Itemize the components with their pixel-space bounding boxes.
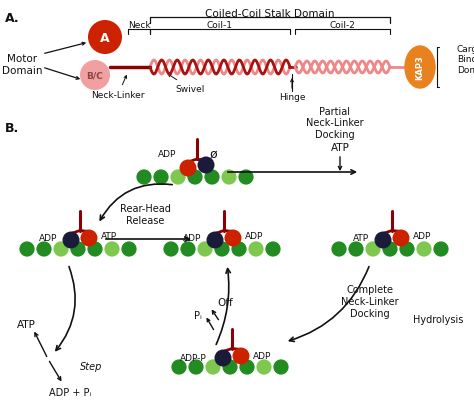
- Text: ADP-P: ADP-P: [180, 354, 207, 363]
- Text: ADP + Pᵢ: ADP + Pᵢ: [49, 387, 91, 397]
- Circle shape: [197, 241, 213, 257]
- Circle shape: [19, 241, 35, 257]
- Text: Off: Off: [217, 297, 233, 307]
- Circle shape: [239, 359, 255, 375]
- Text: Cargo
Binding
Domain: Cargo Binding Domain: [457, 45, 474, 75]
- Circle shape: [87, 241, 103, 257]
- Text: ADP: ADP: [413, 232, 431, 241]
- Circle shape: [222, 359, 238, 375]
- Circle shape: [374, 232, 392, 249]
- Circle shape: [170, 170, 186, 186]
- Circle shape: [180, 160, 197, 177]
- Text: Coil-2: Coil-2: [329, 21, 355, 30]
- Circle shape: [331, 241, 347, 257]
- Text: ADP: ADP: [38, 234, 57, 243]
- Text: Hydrolysis: Hydrolysis: [413, 314, 463, 324]
- Text: Swivel: Swivel: [168, 75, 205, 94]
- Text: ATP: ATP: [330, 143, 349, 153]
- Circle shape: [248, 241, 264, 257]
- Text: ATP: ATP: [101, 232, 117, 241]
- Text: ø: ø: [210, 147, 218, 160]
- Text: ATP: ATP: [353, 234, 369, 243]
- Circle shape: [225, 230, 241, 247]
- Circle shape: [365, 241, 381, 257]
- Text: B/C: B/C: [87, 71, 103, 80]
- Circle shape: [88, 21, 122, 55]
- Circle shape: [348, 241, 364, 257]
- Circle shape: [80, 61, 110, 91]
- Circle shape: [53, 241, 69, 257]
- Text: A.: A.: [5, 12, 19, 25]
- Circle shape: [104, 241, 120, 257]
- Circle shape: [399, 241, 415, 257]
- Circle shape: [231, 241, 247, 257]
- Circle shape: [180, 241, 196, 257]
- Text: ADP: ADP: [245, 232, 264, 241]
- Circle shape: [171, 359, 187, 375]
- Text: ADP: ADP: [253, 352, 272, 361]
- Text: Rear-Head
Release: Rear-Head Release: [119, 204, 171, 225]
- Circle shape: [204, 170, 220, 186]
- Circle shape: [198, 157, 215, 174]
- Text: KAP3: KAP3: [416, 56, 425, 80]
- Circle shape: [70, 241, 86, 257]
- Text: Pᵢ: Pᵢ: [194, 310, 202, 320]
- Text: Motor
Domain: Motor Domain: [2, 54, 42, 76]
- Circle shape: [136, 170, 152, 186]
- Circle shape: [188, 359, 204, 375]
- Circle shape: [163, 241, 179, 257]
- Circle shape: [36, 241, 52, 257]
- Circle shape: [265, 241, 281, 257]
- Text: A: A: [100, 31, 110, 45]
- Circle shape: [215, 350, 231, 366]
- Text: ADP: ADP: [158, 150, 176, 159]
- Text: Coiled-Coil Stalk Domain: Coiled-Coil Stalk Domain: [205, 9, 335, 19]
- Circle shape: [238, 170, 254, 186]
- Ellipse shape: [405, 47, 435, 89]
- Circle shape: [221, 170, 237, 186]
- Text: ADP: ADP: [182, 234, 201, 243]
- Circle shape: [433, 241, 449, 257]
- Text: Neck: Neck: [128, 21, 150, 30]
- Circle shape: [205, 359, 221, 375]
- Text: Complete
Neck-Linker
Docking: Complete Neck-Linker Docking: [341, 285, 399, 318]
- Text: Hinge: Hinge: [279, 92, 305, 101]
- Circle shape: [214, 241, 230, 257]
- Circle shape: [392, 230, 410, 247]
- Circle shape: [121, 241, 137, 257]
- Circle shape: [416, 241, 432, 257]
- Text: Neck-Linker: Neck-Linker: [91, 76, 145, 100]
- Text: ATP: ATP: [17, 319, 36, 329]
- Circle shape: [81, 230, 98, 247]
- Text: B.: B.: [5, 122, 19, 135]
- Circle shape: [273, 359, 289, 375]
- Circle shape: [382, 241, 398, 257]
- Circle shape: [63, 232, 80, 249]
- Circle shape: [153, 170, 169, 186]
- Text: Coil-1: Coil-1: [207, 21, 233, 30]
- Circle shape: [207, 232, 224, 249]
- Circle shape: [187, 170, 203, 186]
- Text: Step: Step: [80, 361, 102, 371]
- Circle shape: [233, 348, 249, 364]
- Circle shape: [256, 359, 272, 375]
- Text: Partial
Neck-Linker
Docking: Partial Neck-Linker Docking: [306, 106, 364, 139]
